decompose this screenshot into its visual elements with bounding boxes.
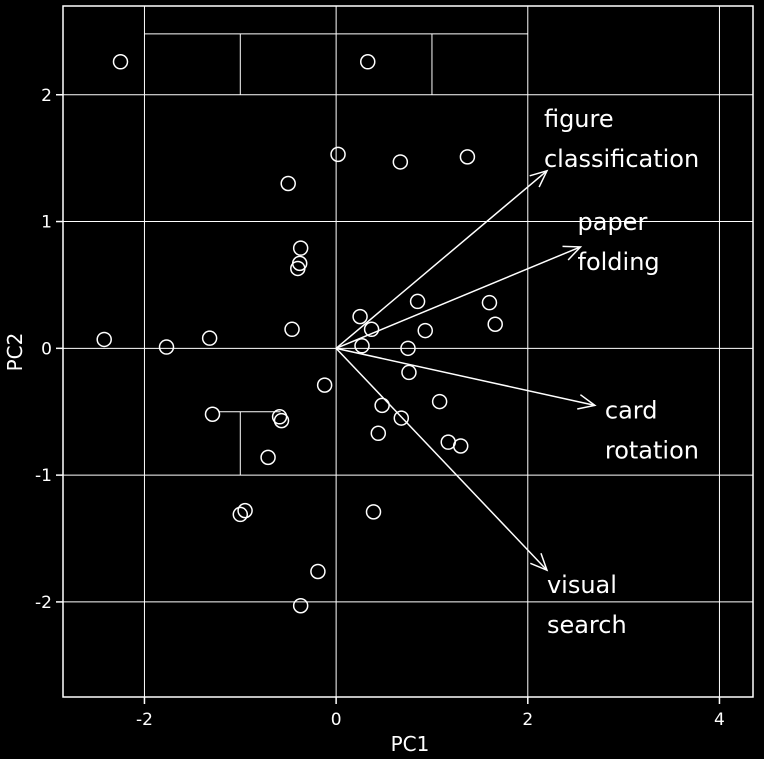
y-tick-label: 0 (41, 339, 52, 359)
data-point (370, 425, 387, 442)
loading-arrow-head (577, 394, 597, 410)
data-point (363, 321, 380, 338)
data-point (401, 364, 417, 381)
x-tick-label: -2 (136, 710, 153, 730)
loading-label: rotation (605, 436, 699, 464)
x-tick-label: 4 (714, 710, 725, 730)
loading-arrow-shaft (335, 246, 581, 350)
data-point (393, 410, 410, 426)
data-point (292, 597, 309, 614)
data-point (112, 54, 129, 70)
x-tick-label: 2 (522, 710, 533, 730)
data-point (316, 377, 333, 393)
observation-points (96, 54, 503, 614)
data-point (365, 504, 382, 520)
x-axis-label: PC1 (391, 732, 430, 756)
loading-arrow-shaft (335, 347, 596, 407)
data-point (204, 406, 221, 423)
data-point (96, 331, 112, 348)
y-tick-label: -2 (35, 593, 52, 613)
data-point (481, 294, 498, 311)
loading-label: search (547, 611, 627, 639)
data-point (417, 322, 433, 339)
loading-arrow-shaft (335, 170, 548, 349)
data-point (158, 339, 175, 355)
loading-label: figure (544, 105, 614, 133)
data-point (201, 330, 218, 346)
grid-lines (63, 6, 753, 697)
y-tick-label: 1 (41, 213, 52, 233)
loading-label: paper (578, 208, 648, 236)
loading-label: visual (547, 571, 617, 599)
data-point (290, 260, 306, 277)
x-tick-label: 0 (331, 710, 342, 730)
data-point (330, 146, 346, 163)
y-axis-label: PC2 (3, 333, 27, 372)
data-point (280, 175, 296, 192)
data-point (409, 293, 426, 310)
loading-arrow-head (529, 169, 549, 188)
data-point (232, 506, 249, 523)
y-tick-label: 2 (41, 86, 52, 106)
data-point (237, 502, 253, 519)
loading-arrow-shaft (335, 347, 548, 571)
loading-arrows: figure classification paper folding card rota… (335, 105, 699, 639)
data-point (284, 321, 300, 338)
data-point (310, 563, 326, 580)
loading-label: classification (544, 145, 699, 173)
loading-arrow-head (562, 245, 583, 261)
data-point (487, 316, 503, 332)
y-tick-label: -1 (35, 466, 52, 486)
data-point (452, 438, 469, 454)
data-point (352, 308, 368, 325)
data-point (400, 340, 416, 357)
data-point (392, 154, 409, 170)
data-point (431, 393, 448, 410)
data-point (292, 240, 309, 256)
data-point (459, 149, 476, 165)
data-point (354, 338, 370, 354)
data-point (374, 397, 390, 414)
data-point (260, 449, 276, 466)
data-point (360, 54, 376, 70)
data-point (273, 412, 290, 429)
loading-arrow-head (530, 552, 549, 572)
loading-label: folding (578, 248, 660, 276)
plot-frame (62, 5, 754, 698)
empty-strip-panels (144, 33, 528, 476)
loading-label: card (605, 396, 658, 424)
axis-ticks: -2 0 2 4 -2 -1 0 1 2 (35, 86, 725, 730)
